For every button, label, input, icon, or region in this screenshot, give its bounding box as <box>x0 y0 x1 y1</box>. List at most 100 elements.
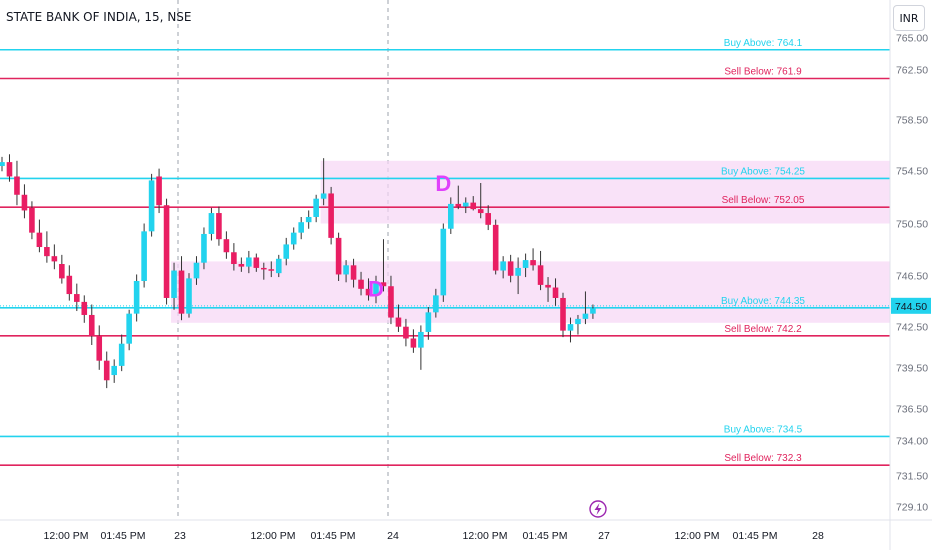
candle-5[interactable] <box>36 219 43 253</box>
candle-30[interactable] <box>223 231 230 259</box>
candle-61[interactable] <box>455 185 462 210</box>
candle-36[interactable] <box>268 261 275 278</box>
candle-39[interactable] <box>290 227 297 250</box>
currency-button[interactable]: INR <box>893 5 925 31</box>
candle-72[interactable] <box>537 250 544 291</box>
candle-8[interactable] <box>59 254 65 284</box>
candle-50[interactable] <box>373 275 379 304</box>
candle-body <box>373 282 379 296</box>
candle-10[interactable] <box>74 283 80 312</box>
candle-4[interactable] <box>29 201 35 240</box>
candle-body <box>485 213 491 225</box>
candle-56[interactable] <box>418 325 424 370</box>
lightning-event-icon[interactable] <box>589 500 607 518</box>
candle-71[interactable] <box>530 248 536 271</box>
candle-body <box>298 222 304 233</box>
candle-13[interactable] <box>96 325 103 370</box>
candle-47[interactable] <box>350 258 357 288</box>
candle-70[interactable] <box>522 253 529 278</box>
candle-9[interactable] <box>66 265 73 301</box>
candle-14[interactable] <box>103 351 110 389</box>
candle-body <box>201 233 207 263</box>
candle-63[interactable] <box>470 196 477 211</box>
candle-29[interactable] <box>216 206 222 246</box>
candle-41[interactable] <box>305 210 312 229</box>
candle-59[interactable] <box>440 223 447 302</box>
candle-48[interactable] <box>358 271 364 296</box>
candle-78[interactable] <box>582 291 589 325</box>
candle-1[interactable] <box>6 154 13 182</box>
candle-57[interactable] <box>425 307 432 340</box>
x-tick-label-4: 01:45 PM <box>311 530 356 542</box>
y-tick-label-4: 750.50 <box>896 219 928 231</box>
candle-body <box>0 162 5 167</box>
candle-54[interactable] <box>403 318 409 347</box>
candle-65[interactable] <box>485 205 491 231</box>
candle-76[interactable] <box>567 317 574 343</box>
candle-12[interactable] <box>88 304 95 346</box>
x-tick-label-1: 01:45 PM <box>101 530 146 542</box>
candle-body <box>171 270 177 298</box>
candle-46[interactable] <box>343 260 349 283</box>
candle-68[interactable] <box>507 254 514 283</box>
candle-33[interactable] <box>246 250 252 274</box>
candle-16[interactable] <box>118 334 125 372</box>
candle-3[interactable] <box>21 184 28 219</box>
candle-38[interactable] <box>283 237 290 266</box>
buy-level-label-2: Buy Above: 754.25 <box>721 166 805 177</box>
candle-21[interactable] <box>156 168 162 214</box>
x-tick-label-6: 12:00 PM <box>463 530 508 542</box>
candle-42[interactable] <box>313 194 319 223</box>
candle-body <box>590 308 596 314</box>
candle-44[interactable] <box>328 186 334 245</box>
candle-body <box>223 239 230 253</box>
candle-11[interactable] <box>81 295 88 323</box>
candle-17[interactable] <box>126 309 132 351</box>
candle-6[interactable] <box>44 231 50 263</box>
candle-53[interactable] <box>395 304 402 332</box>
candle-26[interactable] <box>193 256 200 285</box>
candle-51[interactable] <box>380 239 387 292</box>
candle-58[interactable] <box>433 288 439 318</box>
candle-25[interactable] <box>186 273 192 318</box>
candle-7[interactable] <box>51 244 58 270</box>
candle-40[interactable] <box>298 216 304 240</box>
candle-24[interactable] <box>178 256 185 321</box>
candle-body <box>530 260 536 266</box>
candle-23[interactable] <box>171 262 177 310</box>
candle-27[interactable] <box>201 227 207 270</box>
candle-79[interactable] <box>590 304 596 319</box>
candle-64[interactable] <box>477 183 484 219</box>
candle-32[interactable] <box>238 257 245 272</box>
candle-75[interactable] <box>560 292 566 338</box>
candle-18[interactable] <box>133 274 140 322</box>
candle-28[interactable] <box>208 207 215 241</box>
candle-60[interactable] <box>448 197 454 234</box>
candle-31[interactable] <box>231 243 237 271</box>
candle-77[interactable] <box>575 314 581 335</box>
candle-52[interactable] <box>388 275 394 325</box>
candle-19[interactable] <box>141 223 147 288</box>
candle-67[interactable] <box>500 256 506 279</box>
candle-2[interactable] <box>14 160 20 206</box>
candle-20[interactable] <box>148 173 155 237</box>
candle-0[interactable] <box>0 156 5 172</box>
candle-34[interactable] <box>253 253 260 272</box>
candle-45[interactable] <box>335 232 342 281</box>
candle-35[interactable] <box>261 262 267 280</box>
candle-69[interactable] <box>515 257 521 295</box>
current-price-label: 744.50 <box>895 301 927 313</box>
candle-37[interactable] <box>275 254 282 278</box>
candle-body <box>186 278 192 314</box>
candle-55[interactable] <box>410 329 417 353</box>
candle-43[interactable] <box>320 158 327 206</box>
candle-22[interactable] <box>163 198 170 305</box>
candle-73[interactable] <box>545 277 551 302</box>
candle-15[interactable] <box>111 359 117 383</box>
candle-66[interactable] <box>492 219 499 275</box>
candle-74[interactable] <box>552 278 559 306</box>
candle-49[interactable] <box>365 278 372 301</box>
candle-62[interactable] <box>462 197 469 214</box>
candle-body <box>208 213 215 234</box>
